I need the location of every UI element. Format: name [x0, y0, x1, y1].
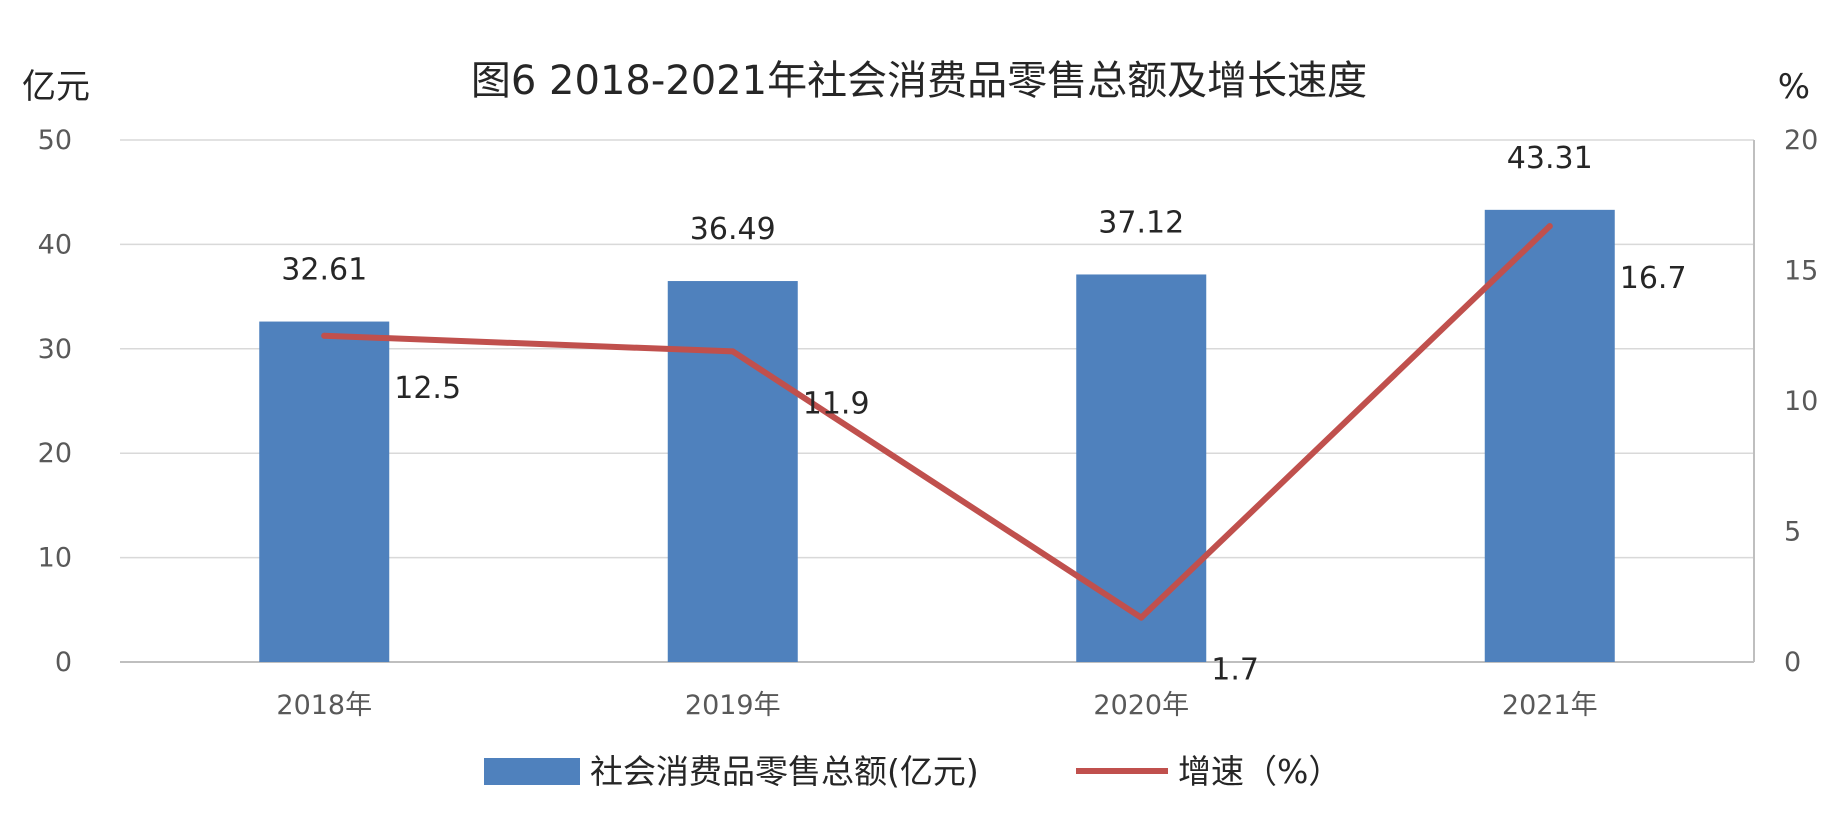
line-point — [321, 332, 328, 339]
line-value-label: 11.9 — [803, 386, 870, 421]
right-tick-label: 20 — [1784, 125, 1818, 156]
category-label: 2021年 — [1502, 690, 1598, 721]
legend-swatch-bar — [484, 758, 580, 785]
left-axis-unit: 亿元 — [22, 67, 90, 107]
left-tick-label: 10 — [38, 543, 72, 574]
bar — [667, 281, 798, 662]
left-tick-label: 30 — [38, 334, 72, 365]
growth-line — [321, 223, 1553, 621]
line-value-label: 1.7 — [1211, 653, 1259, 688]
right-tick-label: 5 — [1784, 517, 1801, 548]
right-axis-unit: % — [1778, 67, 1810, 107]
bar — [259, 321, 390, 662]
line-series — [321, 223, 1553, 621]
left-tick-label: 20 — [38, 438, 72, 469]
legend-label-bar: 社会消费品零售总额(亿元) — [590, 752, 979, 791]
left-tick-label: 0 — [55, 647, 72, 678]
bar — [1076, 274, 1207, 662]
chart-title: 图6 2018-2021年社会消费品零售总额及增长速度 — [471, 58, 1367, 104]
bar-series — [259, 209, 1615, 662]
category-label: 2018年 — [276, 690, 372, 721]
bar-value-label: 37.12 — [1098, 205, 1184, 240]
bar — [1484, 209, 1615, 662]
line-point — [1546, 223, 1553, 230]
bar-value-label: 43.31 — [1507, 141, 1593, 176]
line-point — [1138, 614, 1145, 621]
gridlines — [120, 139, 1754, 559]
legend-label-line: 增速（%） — [1178, 752, 1341, 791]
right-tick-label: 10 — [1784, 386, 1818, 417]
data-labels: 32.61 36.49 37.12 43.31 12.5 11.9 1.7 16.7 — [281, 141, 1686, 688]
bar-value-label: 36.49 — [690, 212, 776, 247]
right-tick-label: 15 — [1784, 256, 1818, 287]
left-tick-label: 40 — [38, 229, 72, 260]
line-value-label: 12.5 — [394, 371, 461, 406]
legend: 社会消费品零售总额(亿元) 增速（%） — [484, 752, 1341, 791]
right-tick-label: 0 — [1784, 647, 1801, 678]
line-point — [729, 348, 736, 355]
line-value-label: 16.7 — [1620, 261, 1687, 296]
category-label: 2020年 — [1093, 690, 1189, 721]
left-tick-label: 50 — [38, 125, 72, 156]
bar-value-label: 32.61 — [281, 253, 367, 288]
category-label: 2019年 — [685, 690, 781, 721]
axes: 0 10 20 30 40 50 0 5 10 15 20 2018年 2019年 2020年 2021年 — [38, 125, 1819, 721]
